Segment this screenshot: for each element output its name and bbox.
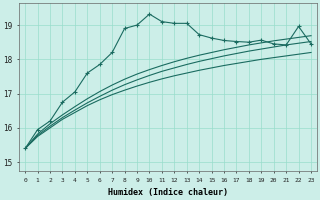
X-axis label: Humidex (Indice chaleur): Humidex (Indice chaleur): [108, 188, 228, 197]
